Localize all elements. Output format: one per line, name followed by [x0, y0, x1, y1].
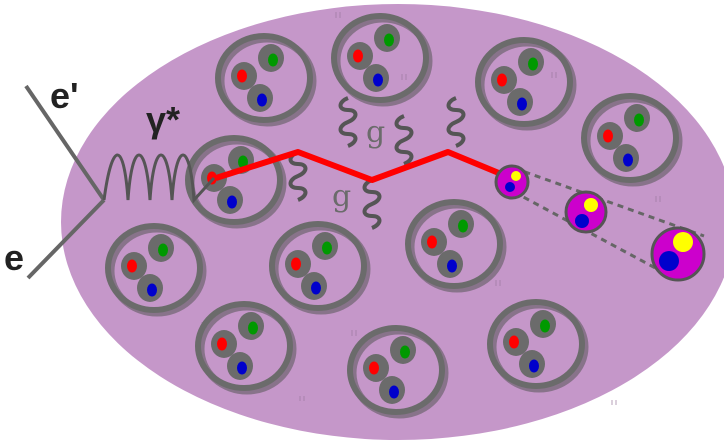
electron-out-label: e' — [50, 75, 79, 116]
electron-in-line — [26, 198, 106, 280]
gluon-label-upper: g — [366, 115, 385, 150]
hadron-icon — [564, 190, 608, 234]
photon-wave-line — [102, 153, 216, 204]
cone-lower-edge — [513, 190, 675, 280]
hadron-icon — [494, 164, 530, 200]
hadron-icon — [650, 226, 706, 282]
gluon-label-lower: g — [332, 179, 351, 214]
nucleus-body — [61, 4, 724, 440]
cone-upper-edge — [513, 166, 705, 238]
electron-out-line — [24, 84, 106, 202]
struck-quark-path — [215, 149, 508, 183]
photon-label: γ* — [146, 99, 180, 140]
electron-in-label: e — [4, 237, 24, 278]
gluon-springs — [288, 96, 466, 230]
